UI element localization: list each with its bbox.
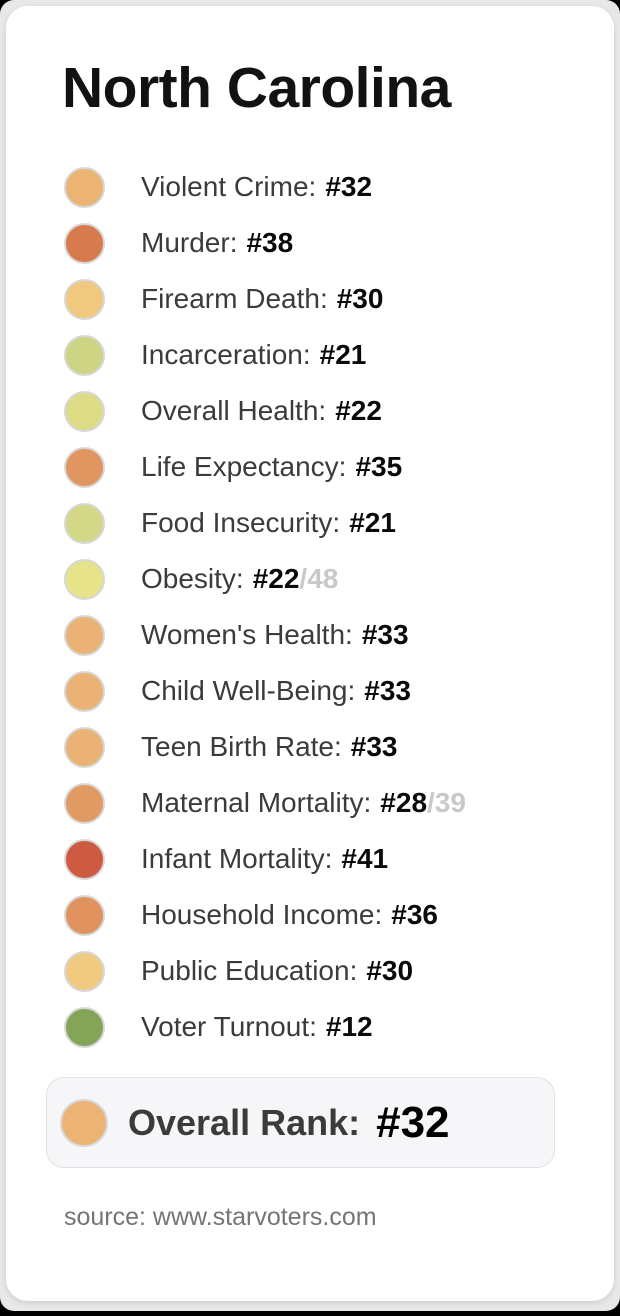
list-item: Household Income: #36: [6, 887, 614, 943]
stat-rank: #33: [364, 675, 411, 707]
stat-rank: #32: [325, 171, 373, 203]
rank-color-dot: [64, 838, 105, 880]
stat-rank-denominator: /39: [427, 787, 466, 819]
list-item: Obesity: #22/48: [6, 551, 614, 607]
stat-label: Women's Health:: [141, 619, 353, 651]
stat-label: Murder:: [141, 227, 238, 259]
list-item: Women's Health: #33: [6, 607, 614, 663]
stat-rank: #22: [335, 395, 382, 427]
rank-color-dot: [64, 222, 105, 264]
overall-rank-value: #32: [376, 1097, 450, 1147]
stat-rank: #21: [319, 339, 367, 371]
stat-rank-denominator: /48: [299, 563, 339, 595]
list-item: Maternal Mortality: #28/39: [6, 775, 614, 831]
rank-color-dot: [64, 334, 105, 376]
stat-rank: #35: [355, 451, 403, 483]
rank-color-dot: [64, 502, 105, 544]
list-item: Food Insecurity: #21: [6, 495, 614, 551]
rank-color-dot: [64, 782, 105, 824]
stat-label: Voter Turnout:: [141, 1011, 317, 1043]
stat-rank: #21: [349, 507, 396, 539]
stat-label: Teen Birth Rate:: [141, 731, 342, 763]
overall-rank-color-dot: [60, 1098, 108, 1147]
list-item: Public Education: #30: [6, 943, 614, 999]
list-item: Murder: #38: [6, 215, 614, 271]
overall-rank-label: Overall Rank:: [128, 1101, 361, 1143]
rank-color-dot: [64, 670, 105, 712]
stats-list: Violent Crime: #32 Murder: #38 Firearm Death…: [6, 159, 614, 1055]
rank-color-dot: [64, 1006, 105, 1048]
stat-label: Public Education:: [141, 955, 358, 987]
list-item: Child Well-Being: #33: [6, 663, 614, 719]
stat-rank: #30: [336, 283, 384, 315]
stat-label: Life Expectancy:: [141, 451, 347, 483]
rank-color-dot: [64, 558, 105, 600]
state-title: North Carolina: [62, 56, 451, 120]
stat-label: Infant Mortality:: [141, 843, 333, 875]
stat-label: Incarceration:: [141, 339, 311, 371]
stat-rank: #28: [380, 787, 428, 819]
list-item: Teen Birth Rate: #33: [6, 719, 614, 775]
stat-rank: #33: [350, 731, 398, 763]
stat-label: Overall Health:: [141, 395, 327, 427]
rank-color-dot: [64, 894, 105, 936]
stat-rank: #38: [246, 227, 294, 259]
stat-rank: #33: [361, 619, 409, 651]
stat-label: Violent Crime:: [141, 171, 317, 203]
source-text: source: www.starvoters.com: [64, 1203, 377, 1232]
stat-label: Maternal Mortality:: [141, 787, 372, 819]
rank-color-dot: [64, 278, 105, 320]
state-rank-card: North Carolina Violent Crime: #32 Murder: #…: [6, 6, 614, 1301]
rank-color-dot: [64, 950, 105, 992]
list-item: Overall Health: #22: [6, 383, 614, 439]
stat-rank: #36: [391, 899, 438, 931]
stat-rank: #12: [325, 1011, 373, 1043]
rank-color-dot: [64, 390, 105, 432]
stat-label: Household Income:: [141, 899, 383, 931]
rank-color-dot: [64, 166, 105, 208]
rank-color-dot: [64, 446, 105, 488]
overall-rank-box: Overall Rank: #32: [46, 1077, 555, 1169]
list-item: Infant Mortality: #41: [6, 831, 614, 887]
stat-label: Food Insecurity:: [141, 507, 341, 539]
list-item: Voter Turnout: #12: [6, 999, 614, 1055]
list-item: Violent Crime: #32: [6, 159, 614, 215]
stat-label: Obesity:: [141, 563, 244, 595]
list-item: Life Expectancy: #35: [6, 439, 614, 495]
stat-rank: #41: [341, 843, 389, 875]
stat-label: Firearm Death:: [141, 283, 328, 315]
stat-label: Child Well-Being:: [141, 675, 356, 707]
rank-color-dot: [64, 726, 105, 768]
stat-rank: #22: [252, 563, 300, 595]
rank-color-dot: [64, 614, 105, 656]
stat-rank: #30: [366, 955, 414, 987]
list-item: Firearm Death: #30: [6, 271, 614, 327]
list-item: Incarceration: #21: [6, 327, 614, 383]
